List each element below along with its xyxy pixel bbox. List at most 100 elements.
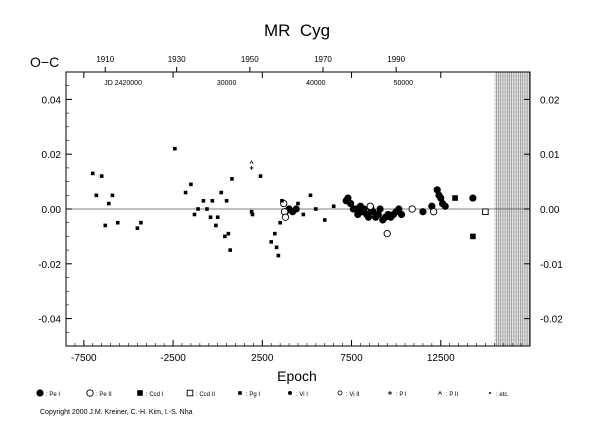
y-tick-label: 0.00 <box>42 205 62 216</box>
legend-symbol <box>489 392 491 394</box>
year-tick-label: 1950 <box>241 55 259 64</box>
y-tick-label: -0.04 <box>38 315 61 326</box>
data-point <box>189 182 193 187</box>
data-point <box>90 171 95 176</box>
series-ccd-i <box>452 195 476 240</box>
jd-label: 40000 <box>306 80 326 87</box>
data-points <box>90 146 489 258</box>
legend-label: : P II <box>446 392 459 398</box>
data-point <box>308 193 313 198</box>
data-point <box>441 202 449 210</box>
data-point <box>223 234 227 239</box>
jd-label: 30000 <box>217 80 237 87</box>
legend-symbol <box>86 389 94 397</box>
data-point <box>292 205 300 213</box>
legend-symbol <box>337 390 343 396</box>
data-point <box>110 193 115 198</box>
legend-label: : etc. <box>496 392 509 398</box>
data-point <box>374 210 382 219</box>
jd-label: 50000 <box>394 80 414 87</box>
year-tick-label: 1970 <box>314 55 332 64</box>
data-point <box>314 207 318 211</box>
right-tick-label: 0.01 <box>540 150 560 161</box>
series-ccd-ii <box>482 208 489 215</box>
data-point <box>452 195 458 201</box>
data-point <box>296 201 300 206</box>
data-point <box>397 210 406 219</box>
data-point <box>99 174 104 178</box>
data-point <box>215 215 220 220</box>
data-point <box>230 177 234 181</box>
data-point <box>173 146 177 151</box>
data-point <box>437 194 445 202</box>
data-point <box>214 223 218 228</box>
legend-label: : Vi II <box>346 392 360 398</box>
x-tick-label: 2500 <box>251 353 274 364</box>
data-point <box>135 226 140 230</box>
year-tick-label: 1910 <box>96 55 114 64</box>
legend-symbol <box>36 389 44 397</box>
data-point <box>482 208 489 215</box>
data-point <box>281 213 290 221</box>
y-tick-label: -0.02 <box>38 260 61 271</box>
data-point <box>258 174 263 178</box>
data-point <box>269 240 274 244</box>
data-point <box>273 231 277 236</box>
data-point <box>301 212 306 217</box>
data-point <box>274 245 279 250</box>
y-tick-label: 0.02 <box>42 150 62 161</box>
data-point <box>115 220 120 225</box>
x-axis-label: Epoch <box>277 368 317 384</box>
data-point <box>369 208 377 216</box>
data-point <box>276 253 281 258</box>
y-axis-label: O−C <box>30 54 59 70</box>
legend: : Pe I: Pe II: Ccd I: Ccd II: Pg I: Vi I… <box>36 389 509 398</box>
legend-label: : Ccd II <box>196 392 215 398</box>
copyright-text: Copyright 2000 J.M. Kreiner, C.-H. Kim, … <box>40 409 193 416</box>
year-tick-label: 1990 <box>387 55 405 64</box>
data-point <box>208 215 213 220</box>
data-point <box>192 212 197 217</box>
data-point <box>280 198 284 203</box>
data-point <box>429 208 438 216</box>
data-point <box>250 212 255 217</box>
series-pe-i <box>281 186 477 224</box>
legend-label: : Pe II <box>96 392 112 398</box>
legend-label: : Vi I <box>296 392 308 398</box>
data-point <box>139 220 143 225</box>
data-point <box>183 190 188 195</box>
data-point <box>322 218 327 222</box>
chart-title: MR Cyg <box>264 21 330 40</box>
right-tick-label: 0.00 <box>540 205 560 216</box>
data-point <box>210 198 215 203</box>
data-point <box>224 198 229 203</box>
data-point <box>366 202 374 210</box>
x-tick-label: -2500 <box>160 353 186 364</box>
year-tick-label: 1930 <box>168 55 186 64</box>
data-point <box>228 248 232 252</box>
legend-label: : Pg I <box>246 392 260 398</box>
legend-symbol <box>186 389 194 397</box>
data-point <box>428 202 436 210</box>
data-point <box>395 205 403 213</box>
data-point <box>103 223 108 228</box>
series-p-i <box>249 165 254 170</box>
legend-symbol <box>388 391 392 395</box>
data-point <box>469 194 477 202</box>
data-point <box>219 190 224 195</box>
legend-symbol <box>238 391 242 395</box>
legend-symbol <box>288 391 292 395</box>
data-point <box>249 165 254 170</box>
data-point <box>205 207 209 211</box>
data-point <box>201 198 206 203</box>
right-tick-label: 0.02 <box>540 95 560 106</box>
data-point <box>278 220 282 225</box>
data-point <box>94 193 99 198</box>
legend-label: : Pe I <box>46 392 60 398</box>
right-tick-label: -0.01 <box>540 260 563 271</box>
data-point <box>347 199 355 208</box>
series-pg-i <box>90 146 336 258</box>
data-point <box>249 209 254 214</box>
data-point <box>360 205 368 213</box>
